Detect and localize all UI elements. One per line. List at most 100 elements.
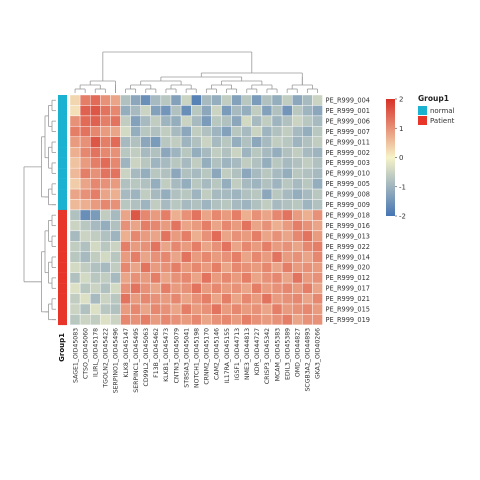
heatmap-cell [89,157,101,169]
heatmap-cell [201,293,212,305]
column-label: CAM2_OID45146 [214,328,221,380]
heatmap-cell [79,147,91,158]
heatmap-cell [190,230,202,242]
heatmap-cell [261,251,273,263]
heatmap-cell [312,293,323,305]
heatmap-cell [231,220,242,232]
heatmap-cell [302,115,313,127]
heatmap-cell [190,136,202,148]
heatmap-cell [160,178,172,190]
heatmap-cell [69,303,81,315]
column-label: ST8SIA3_OID45041 [183,328,190,388]
color-scale-tick-label: 2 [399,96,403,104]
heatmap-cell [221,167,232,179]
heatmap-cell [312,230,323,242]
heatmap-cell [160,94,172,106]
group-annotation-cell [58,209,67,221]
column-label: GKA3_OID40266 [315,328,322,379]
heatmap-cell [160,115,172,127]
heatmap-cell [211,293,222,305]
row-dendrogram [23,99,56,321]
heatmap-cell [241,199,252,211]
heatmap-cell [120,241,131,252]
heatmap-cell [231,115,242,127]
heatmap-cell [221,282,232,294]
row-label: PE_R999_012 [326,274,371,282]
heatmap-cell [312,115,323,127]
heatmap-cell [170,220,182,232]
heatmap-cell [221,94,232,106]
group-annotation-cell [58,199,67,211]
group-annotation-cell [58,189,67,200]
heatmap-cell [150,262,162,273]
heatmap-cell [160,126,172,137]
heatmap-cell [231,282,242,294]
heatmap-cell [120,115,131,127]
column-label: KLKB1_OID45473 [163,328,170,382]
heatmap-cell [271,241,283,252]
heatmap-cell [251,147,263,158]
color-scale-tick-label: -1 [399,183,406,191]
heatmap-cell [221,241,232,252]
heatmap-cell [180,251,192,263]
column-label: SERPINC1_OID45495 [133,328,140,393]
heatmap-cell [201,199,212,211]
heatmap-cell [190,262,202,273]
heatmap-cell [281,167,293,179]
heatmap-cell [261,209,273,221]
heatmap-cell [281,147,293,158]
heatmap-cell [281,251,293,263]
heatmap-cell [312,188,323,200]
row-label: PE_R999_007 [326,128,371,136]
heatmap-cell [130,241,141,252]
heatmap-cell [170,241,182,252]
heatmap-cell [190,209,202,221]
heatmap-cell [221,314,232,326]
heatmap-cell [190,220,202,232]
heatmap-cell [110,94,121,106]
heatmap-cell [190,188,202,200]
heatmap-cell [140,115,151,127]
heatmap-cell [261,199,273,211]
heatmap-cell [251,241,263,252]
heatmap-cell [312,209,323,221]
heatmap-cell [221,199,232,211]
heatmap-cell [79,282,91,294]
heatmap-cell [292,251,303,263]
heatmap-cell [120,136,131,148]
row-label: PE_R999_017 [326,285,371,293]
heatmap-cell [110,230,121,242]
heatmap-cell [110,167,121,179]
heatmap-cell [292,105,303,117]
group-annotation-cell [58,283,67,294]
heatmap-cell [201,314,212,326]
heatmap-cell [312,157,323,169]
heatmap-cell [201,209,212,221]
heatmap-cell [130,282,141,294]
heatmap-cell [201,136,212,148]
heatmap-cell [190,303,202,315]
heatmap-cell [271,220,283,232]
color-scale-tick-label: 1 [399,125,403,133]
heatmap-cell [271,272,283,284]
heatmap-cell [261,293,273,305]
row-labels: PE_R999_004 PE_R999_001 PE_R999_006 PE_R999… [326,97,371,324]
heatmap-cell [201,272,212,284]
heatmap-cell [89,188,101,200]
heatmap-cell [180,105,192,117]
heatmap-cell [180,262,192,273]
heatmap-cell [211,262,222,273]
column-label: CNTN3_OID45079 [173,328,180,384]
heatmap-cell [150,105,162,117]
heatmap-cell [211,251,222,263]
heatmap-cell [312,147,323,158]
heatmap-cell [79,293,91,305]
heatmap-cell [110,293,121,305]
heatmap-cell [312,262,323,273]
heatmap-cell [231,157,242,169]
heatmap-cell [180,115,192,127]
group-annotation-cell [58,157,67,169]
heatmap-cell [69,241,81,252]
heatmap-cell [69,115,81,127]
heatmap-cell [89,136,101,148]
